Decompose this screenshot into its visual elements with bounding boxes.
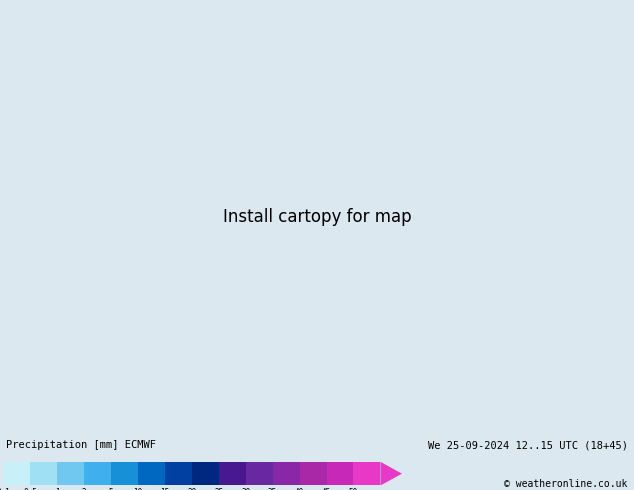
Text: 2: 2: [82, 488, 86, 490]
Text: 50: 50: [349, 488, 358, 490]
Text: 20: 20: [187, 488, 197, 490]
Bar: [30, 462, 57, 486]
Text: We 25-09-2024 12..15 UTC (18+45): We 25-09-2024 12..15 UTC (18+45): [428, 441, 628, 450]
Bar: [245, 462, 273, 486]
Bar: [327, 462, 354, 486]
Bar: [219, 462, 245, 486]
Text: Precipitation [mm] ECMWF: Precipitation [mm] ECMWF: [6, 441, 157, 450]
Text: 1: 1: [55, 488, 60, 490]
Bar: [191, 462, 219, 486]
Text: 35: 35: [268, 488, 277, 490]
Text: 0.5: 0.5: [23, 488, 37, 490]
Text: 15: 15: [160, 488, 169, 490]
Bar: [57, 462, 84, 486]
Text: 10: 10: [133, 488, 143, 490]
Bar: [84, 462, 111, 486]
Text: 25: 25: [214, 488, 223, 490]
Text: Install cartopy for map: Install cartopy for map: [223, 208, 411, 226]
Bar: [138, 462, 165, 486]
Text: 40: 40: [295, 488, 304, 490]
Bar: [165, 462, 191, 486]
Text: 30: 30: [241, 488, 250, 490]
Text: 45: 45: [322, 488, 331, 490]
Bar: [354, 462, 380, 486]
Text: 5: 5: [108, 488, 113, 490]
Text: © weatheronline.co.uk: © weatheronline.co.uk: [504, 479, 628, 489]
Bar: [273, 462, 299, 486]
Bar: [299, 462, 327, 486]
Text: 0.1: 0.1: [0, 488, 10, 490]
Polygon shape: [380, 462, 402, 486]
Bar: [111, 462, 138, 486]
Bar: [3, 462, 30, 486]
